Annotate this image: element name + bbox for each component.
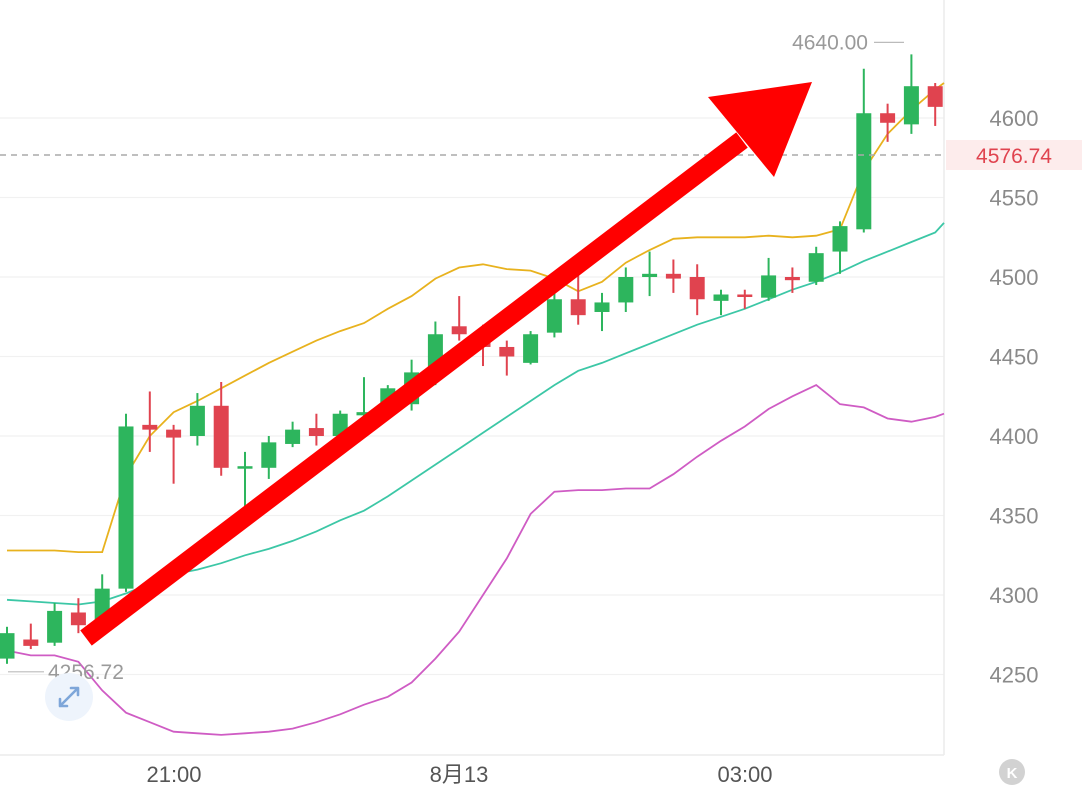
candle[interactable] bbox=[70, 598, 86, 634]
candle-body bbox=[546, 299, 562, 333]
candle-body bbox=[689, 277, 705, 300]
x-tick-label: 21:00 bbox=[146, 762, 201, 787]
candle[interactable] bbox=[523, 331, 539, 365]
y-tick-label: 4350 bbox=[990, 504, 1039, 529]
candle-body bbox=[237, 466, 253, 469]
candle[interactable] bbox=[499, 340, 515, 376]
candle-body bbox=[0, 633, 15, 659]
candle[interactable] bbox=[118, 413, 134, 592]
y-tick-label: 4500 bbox=[990, 265, 1039, 290]
candle-body bbox=[761, 275, 777, 298]
candle[interactable] bbox=[832, 221, 848, 274]
candle-body bbox=[308, 428, 324, 436]
candle-body bbox=[618, 277, 634, 303]
candle[interactable] bbox=[142, 391, 158, 452]
candle-body bbox=[856, 113, 872, 230]
candle[interactable] bbox=[308, 413, 324, 446]
ma-mid-line bbox=[6, 222, 945, 606]
y-axis: 4600 4550 4500 4450 4400 4350 4300 4250 bbox=[990, 106, 1039, 688]
candle-body bbox=[356, 412, 372, 416]
candle-body bbox=[665, 273, 681, 279]
candle-body bbox=[713, 294, 729, 301]
candle[interactable] bbox=[713, 289, 729, 316]
x-axis: 21:00 8月13 03:00 bbox=[146, 762, 772, 787]
y-tick-label: 4250 bbox=[990, 663, 1039, 688]
current-price-label: 4576.74 bbox=[976, 145, 1052, 168]
candle[interactable] bbox=[47, 602, 63, 646]
candle-body bbox=[523, 334, 539, 363]
candle-body bbox=[70, 612, 86, 626]
candle-body bbox=[261, 442, 277, 468]
candle[interactable] bbox=[237, 451, 253, 508]
candle[interactable] bbox=[761, 257, 777, 301]
candle-body bbox=[784, 277, 800, 281]
candle[interactable] bbox=[213, 381, 229, 476]
candle-body bbox=[642, 273, 658, 277]
candle[interactable] bbox=[189, 393, 205, 446]
candle[interactable] bbox=[0, 626, 15, 664]
candle[interactable] bbox=[642, 251, 658, 297]
candle-body bbox=[927, 86, 943, 107]
candle-body bbox=[880, 113, 896, 123]
y-tick-label: 4600 bbox=[990, 106, 1039, 131]
candle-body bbox=[808, 253, 824, 282]
candle-body bbox=[570, 299, 586, 316]
candle[interactable] bbox=[166, 424, 182, 484]
candle[interactable] bbox=[903, 54, 919, 134]
ma-short-line bbox=[7, 82, 945, 553]
current-price-tag bbox=[946, 139, 1082, 170]
candle-body bbox=[213, 405, 229, 468]
y-tick-label: 4400 bbox=[990, 424, 1039, 449]
x-tick-label: 8月13 bbox=[430, 762, 489, 787]
candle-body bbox=[23, 639, 39, 646]
candle[interactable] bbox=[808, 246, 824, 285]
candle[interactable] bbox=[689, 264, 705, 316]
candle[interactable] bbox=[737, 289, 753, 309]
candle[interactable] bbox=[261, 436, 277, 479]
candle[interactable] bbox=[927, 83, 943, 126]
candle-body bbox=[47, 610, 63, 643]
expand-arrows-icon[interactable] bbox=[45, 673, 93, 721]
candle-body bbox=[499, 346, 515, 357]
candle-body bbox=[166, 429, 182, 438]
candle[interactable] bbox=[285, 421, 301, 448]
x-tick-label: 03:00 bbox=[717, 762, 772, 787]
candle-body bbox=[594, 302, 610, 312]
candle-body bbox=[451, 326, 467, 335]
candle[interactable] bbox=[594, 292, 610, 332]
candle-body bbox=[189, 405, 205, 436]
k-circle-icon[interactable]: K bbox=[999, 759, 1025, 785]
candle-body bbox=[903, 86, 919, 125]
ma-long-line bbox=[6, 384, 945, 736]
y-tick-label: 4550 bbox=[990, 186, 1039, 211]
candle[interactable] bbox=[23, 623, 39, 650]
candle[interactable] bbox=[856, 68, 872, 233]
candle[interactable] bbox=[451, 296, 467, 341]
candle[interactable] bbox=[665, 259, 681, 293]
trend-arrow bbox=[80, 82, 812, 646]
candle[interactable] bbox=[618, 267, 634, 312]
candle[interactable] bbox=[880, 103, 896, 142]
svg-text:K: K bbox=[1007, 765, 1018, 782]
candles[interactable] bbox=[0, 54, 943, 664]
candle[interactable] bbox=[784, 267, 800, 293]
candle-body bbox=[737, 294, 753, 297]
high-label: 4640.00 bbox=[792, 31, 868, 54]
candle-body bbox=[118, 426, 134, 589]
candle[interactable] bbox=[570, 273, 586, 325]
candle-body bbox=[832, 226, 848, 252]
y-tick-label: 4300 bbox=[990, 583, 1039, 608]
candle-body bbox=[285, 429, 301, 444]
moving-average-lines bbox=[6, 82, 945, 736]
high-annotation: 4640.00 bbox=[792, 31, 904, 54]
candle-body bbox=[142, 424, 158, 430]
y-tick-label: 4450 bbox=[990, 345, 1039, 370]
candle[interactable] bbox=[546, 291, 562, 338]
